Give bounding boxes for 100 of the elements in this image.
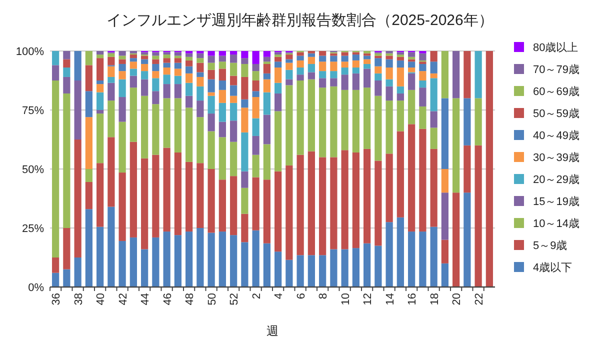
bar — [108, 100, 115, 138]
bar — [364, 59, 371, 64]
bar — [330, 62, 338, 72]
bar — [319, 88, 326, 158]
bar — [186, 232, 193, 287]
bar — [241, 99, 248, 108]
bar — [186, 60, 193, 66]
bar — [85, 91, 92, 118]
bar — [163, 52, 170, 55]
bar — [408, 232, 416, 287]
bar — [419, 71, 426, 80]
legend-label: 30～39歳 — [533, 151, 580, 164]
bar — [163, 148, 170, 232]
bar — [341, 68, 348, 75]
bar — [308, 56, 315, 64]
bar — [263, 73, 270, 80]
bar — [341, 74, 348, 90]
bar — [241, 188, 248, 214]
bar — [274, 171, 282, 252]
bar — [296, 154, 304, 256]
bar — [408, 73, 416, 90]
bar — [319, 71, 326, 78]
legend-item: 50～59歳 — [514, 108, 580, 120]
bar — [252, 51, 260, 64]
bar — [208, 232, 215, 287]
bar — [186, 73, 193, 83]
bar — [52, 258, 60, 273]
bar — [296, 68, 304, 75]
bar — [352, 60, 360, 68]
bar — [141, 96, 148, 158]
bar — [396, 93, 404, 101]
bar — [118, 97, 126, 122]
bar — [230, 96, 238, 103]
bar — [274, 56, 282, 62]
bar — [441, 169, 448, 193]
bar — [352, 90, 360, 152]
bar — [263, 79, 270, 92]
bar — [341, 56, 348, 62]
bar — [352, 73, 360, 90]
bar — [263, 51, 270, 57]
bar — [408, 62, 416, 68]
bar — [408, 124, 416, 232]
legend-item: 10～14歳 — [514, 218, 580, 230]
legend-item: 15～19歳 — [514, 196, 580, 208]
bar — [464, 51, 471, 98]
bar — [364, 148, 371, 244]
ytick: 75% — [22, 105, 44, 117]
bar — [152, 59, 160, 64]
bar — [208, 169, 215, 233]
bar — [218, 90, 226, 103]
bar — [364, 88, 371, 149]
bar — [430, 148, 438, 227]
bar — [152, 104, 160, 155]
bar — [374, 96, 382, 161]
bar — [319, 56, 326, 62]
bar — [163, 232, 170, 287]
bar — [386, 86, 393, 101]
bar — [118, 56, 126, 60]
bar — [186, 82, 193, 96]
bar — [396, 100, 404, 132]
bar — [96, 58, 104, 80]
bar — [386, 56, 393, 60]
bar — [352, 54, 360, 60]
bar — [252, 154, 260, 178]
bar — [441, 98, 448, 169]
bar — [441, 263, 448, 287]
bar — [241, 64, 248, 77]
bar — [96, 84, 104, 92]
bar — [308, 53, 315, 57]
bar — [230, 85, 238, 96]
xtick: 10 — [340, 293, 352, 306]
xtick: 42 — [117, 293, 130, 306]
bar — [85, 209, 92, 287]
legend-item: 70～79歳 — [514, 64, 580, 76]
bar — [296, 255, 304, 287]
xtick: 18 — [428, 293, 441, 306]
bar — [396, 60, 404, 68]
ytick: 25% — [22, 223, 44, 235]
bar — [130, 58, 137, 62]
bar — [118, 64, 126, 72]
bar — [374, 160, 382, 246]
bar — [341, 52, 348, 56]
bar — [230, 51, 238, 55]
bar — [174, 152, 182, 236]
bar — [252, 64, 260, 72]
legend-label: 60～69歳 — [533, 85, 580, 98]
bar — [241, 108, 248, 132]
xtick: 22 — [473, 293, 486, 306]
bar — [174, 98, 182, 152]
bar — [196, 163, 204, 228]
xtick: 16 — [406, 293, 419, 306]
bar — [319, 51, 326, 56]
bar — [85, 169, 92, 182]
legend-item: 20～29歳 — [514, 174, 580, 186]
bar — [74, 258, 82, 287]
bar — [274, 52, 282, 55]
xtick: 50 — [206, 293, 218, 306]
bar — [364, 68, 371, 88]
bar — [386, 222, 393, 287]
bar — [196, 53, 204, 58]
